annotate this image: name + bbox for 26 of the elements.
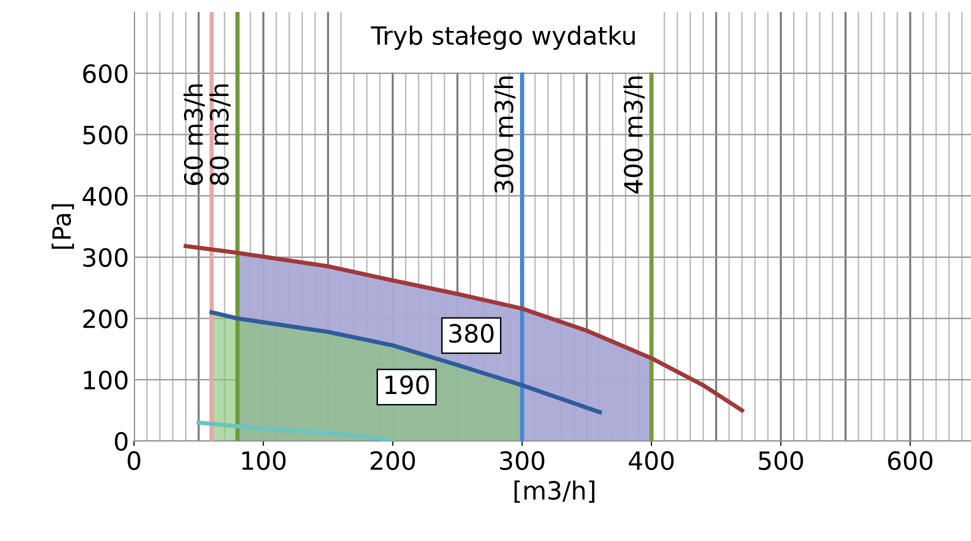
x-tick-label: 100	[242, 451, 286, 470]
x-tick-label: 400	[628, 451, 674, 470]
ref-line-label: 300 m3/h	[494, 76, 516, 193]
x-tick-label: 0	[128, 451, 140, 470]
text: Tryb stałego wydatku	[370, 26, 635, 50]
x-tick-label: 300	[500, 451, 544, 470]
y-tick-label: 100	[84, 370, 128, 390]
y-tick-label: 300	[83, 248, 128, 267]
y-tick-label: 600	[83, 64, 128, 84]
ref-line-label: 400 m3/h	[623, 76, 645, 194]
y-axis-title: [Pa]	[52, 204, 74, 249]
x-tick-label: 500	[758, 451, 804, 470]
x-axis-title: [m3/h]	[514, 480, 594, 503]
y-tick-label: 0	[114, 432, 128, 451]
line-series	[184, 244, 744, 412]
ref-line-label: 60 m3/h	[184, 84, 205, 185]
x-tick-label: 600	[888, 451, 932, 470]
annotation: 190	[386, 375, 429, 394]
y-tick-label: 500	[83, 126, 128, 144]
line-series	[210, 310, 602, 414]
x-tick-label: 200	[370, 451, 415, 470]
line-series	[196, 420, 395, 441]
y-tick-label: 200	[83, 309, 128, 328]
y-tick-label: 400	[82, 186, 128, 206]
ref-line-label: 80 m3/h	[209, 84, 231, 186]
annotation: 380	[449, 324, 494, 343]
